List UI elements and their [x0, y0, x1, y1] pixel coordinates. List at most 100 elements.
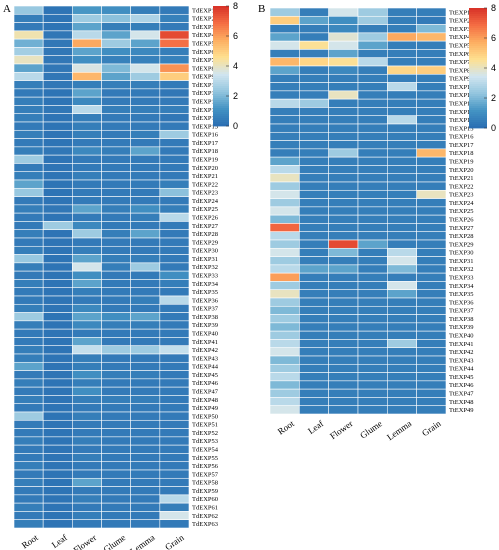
heatmap-cell: [130, 461, 161, 471]
heatmap-cell: [328, 347, 359, 357]
heatmap-cell: [13, 254, 44, 264]
row-label: TtEXP45: [449, 374, 474, 381]
heatmap-cell: [42, 221, 73, 231]
heatmap-cell: [159, 469, 190, 479]
heatmap-cell: [159, 71, 190, 81]
row-label: TtEXP24: [449, 200, 474, 207]
heatmap-cell: [130, 353, 161, 363]
heatmap-cell: [42, 105, 73, 115]
heatmap-cell: [130, 502, 161, 512]
row-label: TtEXP39: [449, 324, 474, 331]
row-label: TdEXP55: [192, 455, 218, 462]
heatmap-cell: [42, 337, 73, 347]
heatmap-cell: [299, 231, 329, 241]
heatmap-cell: [357, 57, 388, 67]
colorbar-tick-label: 8: [491, 3, 496, 13]
heatmap-cell: [72, 5, 102, 15]
colorbar-segment: [469, 20, 487, 23]
colorbar-segment: [213, 108, 229, 111]
row-label: TtEXP47: [449, 390, 474, 397]
heatmap-cell: [101, 129, 131, 139]
heatmap-cell: [130, 403, 161, 413]
heatmap-cell: [13, 146, 44, 156]
colorbar-segment: [213, 114, 229, 117]
heatmap-cell: [130, 71, 161, 81]
heatmap-cell: [387, 49, 417, 59]
heatmap-cell: [72, 461, 102, 471]
heatmap-cell: [387, 339, 417, 349]
row-label: TdEXP28: [192, 231, 218, 238]
heatmap-cell: [130, 312, 161, 322]
heatmap-cell: [269, 223, 300, 233]
column-label: Glume: [358, 418, 384, 440]
heatmap-cell: [299, 73, 329, 83]
row-label: TdEXP25: [192, 206, 218, 213]
colorbar-segment: [213, 52, 229, 55]
heatmap-cell: [72, 163, 102, 173]
row-label: TtEXP37: [449, 308, 474, 315]
heatmap-cell: [159, 287, 190, 297]
heatmap-cell: [101, 287, 131, 297]
heatmap-cell: [13, 121, 44, 131]
heatmap-cell: [328, 131, 359, 141]
colorbar-segment: [469, 38, 487, 41]
heatmap-cell: [328, 181, 359, 191]
heatmap-cell: [159, 262, 190, 272]
heatmap-cell: [328, 115, 359, 125]
row-label: TtEXP10: [449, 84, 474, 91]
heatmap-cell: [357, 24, 388, 34]
heatmap-cell: [357, 123, 388, 133]
heatmap-cell: [357, 115, 388, 125]
row-label: TtEXP19: [449, 158, 474, 165]
heatmap-cell: [130, 361, 161, 371]
heatmap-cell: [72, 353, 102, 363]
heatmap-cell: [328, 239, 359, 249]
heatmap-cell: [13, 287, 44, 297]
heatmap-cell: [299, 289, 329, 299]
heatmap-cell: [101, 411, 131, 421]
heatmap-cell: [42, 129, 73, 139]
heatmap-cell: [387, 107, 417, 117]
heatmap-cell: [130, 254, 161, 264]
heatmap-cell: [42, 121, 73, 131]
row-label: TdEXP10: [192, 82, 218, 89]
heatmap-cell: [101, 295, 131, 305]
heatmap-cell: [269, 305, 300, 315]
heatmap-cell: [13, 320, 44, 330]
row-label: TdEXP4: [192, 32, 216, 39]
heatmap-cell: [101, 320, 131, 330]
heatmap-cell: [357, 223, 388, 233]
heatmap-cell: [13, 469, 44, 479]
heatmap-cell: [13, 63, 44, 73]
heatmap-cell: [416, 131, 447, 141]
heatmap-cell: [72, 121, 102, 131]
heatmap-cell: [101, 337, 131, 347]
heatmap-cell: [159, 486, 190, 496]
heatmap-cell: [357, 131, 388, 141]
row-label: TtEXP34: [449, 283, 474, 290]
heatmap-cell: [299, 355, 329, 365]
heatmap-cell: [13, 395, 44, 405]
colorbar-segment: [213, 66, 229, 69]
heatmap-cell: [159, 105, 190, 115]
colorbar-segment: [213, 98, 229, 101]
row-label: TtEXP32: [449, 266, 474, 273]
heatmap-cell: [101, 80, 131, 90]
heatmap-cell: [357, 397, 388, 407]
heatmap-cell: [269, 347, 300, 357]
colorbar-segment: [469, 120, 487, 123]
row-label: TtEXP5: [449, 42, 470, 49]
heatmap-cell: [42, 154, 73, 164]
heatmap-cell: [387, 247, 417, 257]
heatmap-cell: [13, 187, 44, 197]
heatmap-cell: [130, 295, 161, 305]
colorbar-segment: [469, 98, 487, 101]
heatmap-cell: [159, 254, 190, 264]
heatmap-cell: [130, 428, 161, 438]
heatmap-cell: [72, 187, 102, 197]
colorbar-segment: [213, 56, 229, 59]
row-label: TtEXP15: [449, 125, 474, 132]
heatmap-cell: [299, 380, 329, 390]
heatmap-cell: [101, 63, 131, 73]
heatmap-cell: [387, 181, 417, 191]
